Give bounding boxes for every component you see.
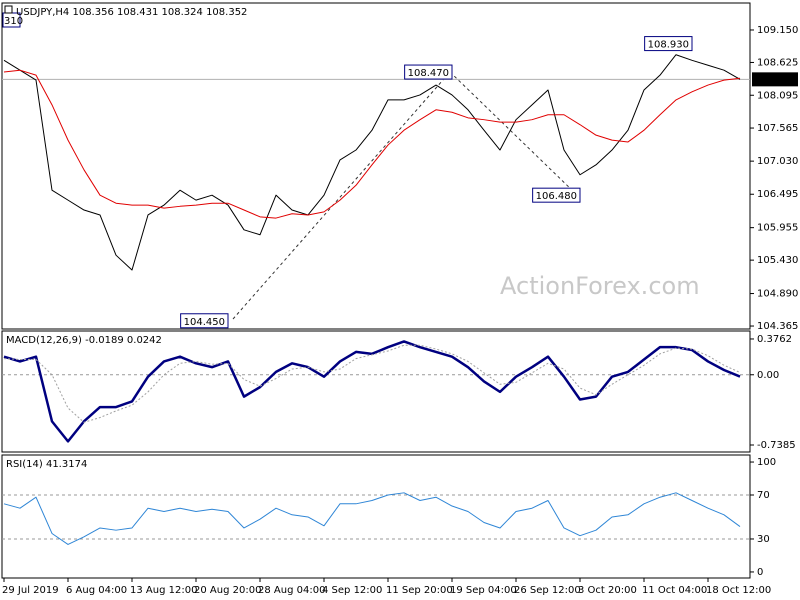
y-tick-label: 108.625 (757, 57, 798, 68)
y-tick-label: 70 (757, 490, 770, 501)
y-tick-label: 0.3762 (757, 334, 792, 345)
y-tick-label: -0.7385 (757, 440, 796, 451)
series-line (3, 69, 741, 219)
annotation-label: 108.470 (408, 68, 449, 79)
symbol-icon (4, 5, 13, 14)
series-line (3, 344, 741, 423)
y-tick-label: 105.430 (757, 255, 798, 266)
panel-title: RSI(14) 41.3174 (6, 459, 87, 470)
x-tick-label: 11 Oct 04:00 (642, 585, 707, 596)
annotation-label: 108.930 (648, 40, 689, 51)
x-tick-label: 13 Aug 12:00 (130, 585, 197, 596)
x-tick-label: 4 Sep 12:00 (322, 585, 382, 596)
panel-frame (1, 454, 751, 579)
note-label: 310 (4, 16, 23, 27)
series-line (3, 54, 741, 271)
x-tick-label: 28 Aug 04:00 (258, 585, 325, 596)
x-tick-label: 19 Sep 04:00 (450, 585, 517, 596)
annotation-box (180, 313, 229, 329)
x-tick-label: 11 Sep 20:00 (386, 585, 453, 596)
y-tick-label: 107.030 (757, 156, 798, 167)
y-tick-label: 100 (757, 457, 776, 468)
watermark: ActionForex.com (500, 272, 700, 300)
x-tick-label: 18 Oct 12:00 (706, 585, 771, 596)
y-tick-label: 108.095 (757, 90, 798, 101)
y-tick-label: 104.890 (757, 289, 798, 300)
annotation-box (404, 64, 453, 80)
x-tick-label: 26 Sep 12:00 (514, 585, 581, 596)
x-tick-label: 6 Aug 04:00 (66, 585, 127, 596)
annotation-box (532, 187, 581, 203)
y-tick-label: 30 (757, 534, 770, 545)
y-tick-label: 106.495 (757, 189, 798, 200)
panel-title: MACD(12,26,9) -0.0189 0.0242 (6, 335, 162, 346)
y-tick-label: 105.955 (757, 223, 798, 234)
panel-title: USDJPY,H4 108.356 108.431 108.324 108.35… (16, 7, 247, 18)
panel-frame (1, 330, 751, 453)
y-tick-label: 0 (757, 567, 763, 578)
x-tick-label: 20 Aug 20:00 (194, 585, 261, 596)
x-tick-label: 29 Jul 2019 (2, 585, 59, 596)
trend-line (232, 71, 451, 320)
x-tick-label: 3 Oct 20:00 (578, 585, 637, 596)
series-line (3, 340, 741, 443)
y-tick-label: 107.565 (757, 123, 798, 134)
y-tick-label: 0.00 (757, 370, 779, 381)
trend-line (449, 71, 576, 194)
y-tick-label: 109.150 (757, 25, 798, 36)
panel-frame (1, 2, 751, 330)
y-tick-label: 104.365 (757, 321, 798, 332)
last-price-label: 108.352 (756, 75, 797, 86)
annotation-label: 104.450 (184, 317, 225, 328)
annotation-box (644, 36, 693, 52)
last-price-box (752, 72, 798, 87)
annotation-label: 106.480 (536, 191, 577, 202)
series-line (3, 492, 741, 545)
